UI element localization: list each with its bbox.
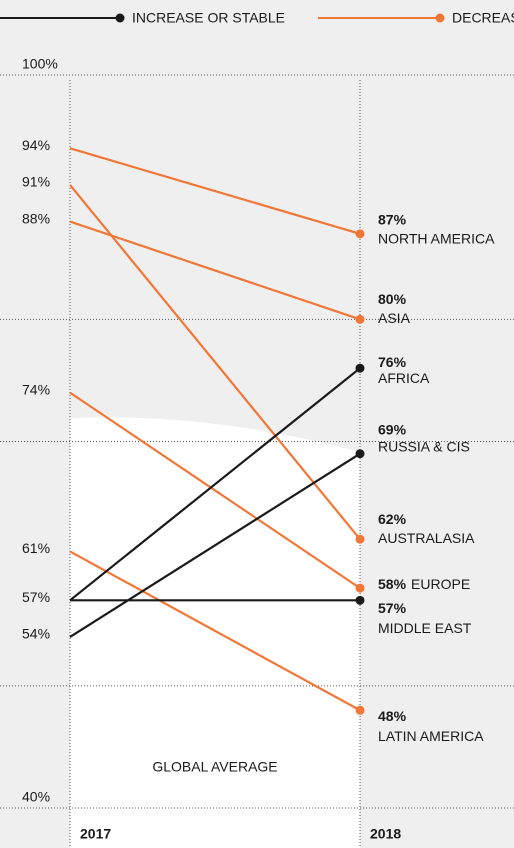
series-name: LATIN AMERICA: [378, 728, 484, 744]
start-label: 61%: [22, 540, 50, 556]
series-name: NORTH AMERICA: [378, 231, 495, 247]
end-value-label: 80%: [378, 291, 407, 307]
series-name: MIDDLE EAST: [378, 620, 472, 636]
end-dot: [355, 363, 365, 373]
global-average-area: [70, 417, 360, 848]
series-name: RUSSIA & CIS: [378, 438, 470, 454]
start-label: 74%: [22, 381, 50, 397]
y-tick-label: 40%: [22, 789, 50, 805]
slope-line: [69, 220, 361, 321]
end-dot: [355, 583, 365, 593]
slope-line: [69, 550, 361, 712]
slope-line: [69, 367, 361, 602]
x-tick-label: 2018: [370, 826, 401, 842]
start-label: 88%: [22, 210, 50, 226]
legend-label: INCREASE OR STABLE: [132, 10, 285, 26]
slope-line: [69, 391, 361, 590]
slope-line: [69, 147, 361, 235]
end-dot: [355, 229, 365, 239]
end-dot: [355, 314, 365, 324]
end-dot: [355, 595, 365, 605]
annotation: GLOBAL AVERAGE: [152, 759, 277, 775]
legend-label: DECREASE: [452, 10, 514, 26]
end-dot: [355, 449, 365, 459]
series-name: EUROPE: [411, 576, 470, 592]
end-value-label: 58%: [378, 576, 407, 592]
start-label: 57%: [22, 589, 50, 605]
legend-dot: [115, 13, 125, 23]
start-label: 91%: [22, 174, 50, 190]
end-dot: [355, 705, 365, 715]
y-tick-label: 100%: [22, 56, 58, 72]
legend-dot: [435, 13, 445, 23]
series-name: AFRICA: [378, 370, 430, 386]
end-value-label: 76%: [378, 354, 407, 370]
series-name: ASIA: [378, 310, 411, 326]
end-value-label: 87%: [378, 212, 407, 228]
end-value-label: 62%: [378, 511, 407, 527]
start-label: 54%: [22, 626, 50, 642]
end-value-label: 57%: [378, 600, 407, 616]
slope-line: [69, 184, 361, 540]
slope-line: [69, 452, 361, 638]
series-name: AUSTRALASIA: [378, 530, 475, 546]
start-label: 94%: [22, 137, 50, 153]
end-dot: [355, 534, 365, 544]
x-tick-label: 2017: [80, 826, 111, 842]
end-value-label: 69%: [378, 421, 407, 437]
end-value-label: 48%: [378, 708, 407, 724]
